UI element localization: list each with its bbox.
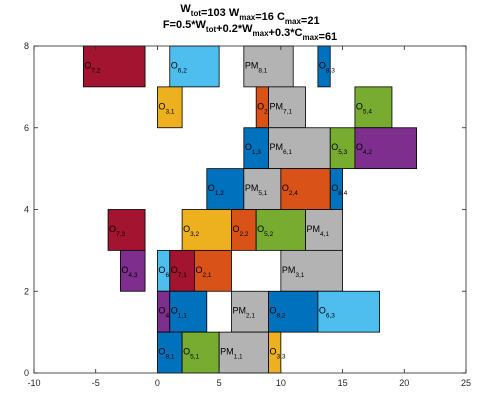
block-o-7-2 <box>82 45 146 88</box>
block-o-6-2 <box>169 45 220 88</box>
block-label: O1,3 <box>245 142 261 156</box>
x-tick-label: 10 <box>276 378 286 388</box>
block-label: O4,2 <box>356 142 372 156</box>
block-label: O2 <box>257 101 268 115</box>
x-tick-label: 0 <box>155 378 160 388</box>
block-o-6-3 <box>317 290 380 333</box>
block-o-1-2 <box>206 168 245 210</box>
block-label: O7,2 <box>84 60 100 74</box>
y-tick-label: 2 <box>24 286 29 296</box>
block-label: O8,1 <box>158 347 174 361</box>
axes <box>33 45 467 374</box>
x-tick-label: -10 <box>27 378 40 388</box>
block-o-3-1 <box>157 86 183 129</box>
block-label: O5,3 <box>331 142 347 156</box>
block-pm-5-1 <box>243 168 282 210</box>
block-label: PM3,1 <box>282 265 305 279</box>
block-pm-8-1 <box>243 45 294 88</box>
x-tick-label: 20 <box>399 378 409 388</box>
y-tick-label: 0 <box>24 368 29 378</box>
x-tick-label: -5 <box>92 378 100 388</box>
block-pm-1-1 <box>218 331 269 374</box>
block-label: O1,2 <box>208 183 224 197</box>
block-label: PM4,1 <box>307 224 330 238</box>
x-tick-label: 15 <box>338 378 348 388</box>
block-label: O5,2 <box>257 224 273 238</box>
chart-title: Wtot=103 Wmax=16 Cmax=21F=0.5*Wtot+0.2*W… <box>163 3 337 43</box>
block-label: O4,3 <box>121 265 137 279</box>
block-label: PM1,1 <box>220 347 243 361</box>
block-o-3-2 <box>181 209 232 251</box>
block-label: O3,1 <box>158 101 174 115</box>
block-label: PM6,1 <box>270 142 293 156</box>
block-label: O6,2 <box>171 60 187 74</box>
block-pm-7-1 <box>268 86 306 129</box>
block-o-5-3 <box>329 127 356 170</box>
block-pm-4-1 <box>305 209 343 251</box>
block-o-8-1 <box>157 331 183 374</box>
y-tick-label: 8 <box>24 41 29 51</box>
x-tick-label: 5 <box>217 378 222 388</box>
block-label: O7,3 <box>109 224 125 238</box>
block-label: O1,1 <box>171 306 187 320</box>
block-label: O3,3 <box>270 347 286 361</box>
x-tick-label: 25 <box>461 378 471 388</box>
tick-labels: -10 -5 0 5 10 15 20 25 0 2 4 6 8 <box>24 41 471 388</box>
block-label: O5,4 <box>356 101 372 115</box>
block-o-4-2 <box>354 127 418 170</box>
block-label: O5,1 <box>183 347 199 361</box>
block-label: O3,2 <box>183 224 199 238</box>
title-line-1: Wtot=103 Wmax=16 Cmax=21 <box>180 3 319 27</box>
block-label: O7,1 <box>171 265 187 279</box>
block-label: O2,2 <box>232 224 248 238</box>
block-label: O8,3 <box>319 60 335 74</box>
y-tick-label: 4 <box>24 205 29 215</box>
title-line-2: F=0.5*Wtot+0.2*Wmax+0.3*Cmax=61 <box>163 19 337 43</box>
block-label: O8,2 <box>270 306 286 320</box>
block-label: O8,4 <box>331 183 347 197</box>
block-o-7-3 <box>107 209 146 251</box>
block-label: O2,4 <box>282 183 298 197</box>
block-o-2-1 <box>194 249 232 292</box>
block-o-4-3 <box>120 249 146 292</box>
block-label: O2,1 <box>195 265 211 279</box>
block-label: O6,3 <box>319 306 335 320</box>
block-label: O6 <box>158 265 169 279</box>
block-label: PM5,1 <box>245 183 268 197</box>
block-label: PM8,1 <box>245 60 268 74</box>
y-tick-label: 6 <box>24 123 29 133</box>
block-o-5-4 <box>354 86 393 129</box>
block-label: PM2,1 <box>232 306 255 320</box>
block-label: PM7,1 <box>270 101 293 115</box>
